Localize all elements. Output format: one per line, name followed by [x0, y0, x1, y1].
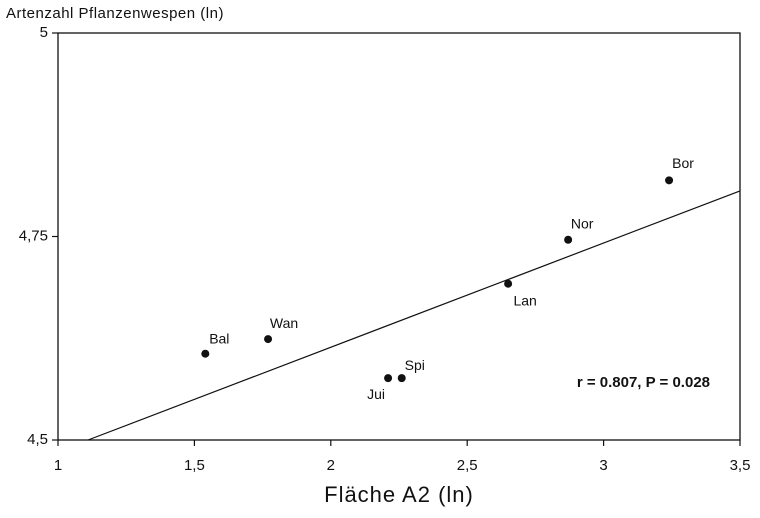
point-label: Bor	[672, 155, 694, 171]
x-tick-label: 1,5	[184, 457, 205, 474]
y-tick-label: 4,5	[27, 431, 48, 448]
point	[384, 374, 393, 383]
x-tick-label: 1	[54, 457, 62, 474]
point-label: Wan	[270, 315, 298, 331]
x-tick-label: 2,5	[457, 457, 478, 474]
x-axis-label: Fläche A2 (ln)	[324, 482, 474, 507]
trend-line	[87, 190, 741, 441]
x-tick-label: 3	[599, 457, 607, 474]
chart-title: Artenzahl Pflanzenwespen (ln)	[6, 5, 224, 22]
y-tick-label: 5	[40, 24, 48, 41]
y-tick-label: 4,75	[19, 227, 48, 244]
point-label: Spi	[405, 357, 425, 373]
point	[264, 335, 273, 344]
annotation: r = 0.807, P = 0.028	[577, 374, 710, 391]
point	[397, 374, 406, 383]
point-label: Nor	[571, 215, 594, 231]
x-tick-label: 3,5	[730, 457, 751, 474]
point-label: Jui	[367, 386, 385, 402]
x-tick-label: 2	[327, 457, 335, 474]
point	[201, 349, 210, 358]
point	[564, 235, 573, 244]
point	[504, 279, 513, 288]
point-label: Lan	[513, 292, 536, 308]
point-label: Bal	[209, 330, 229, 346]
point	[665, 176, 674, 185]
